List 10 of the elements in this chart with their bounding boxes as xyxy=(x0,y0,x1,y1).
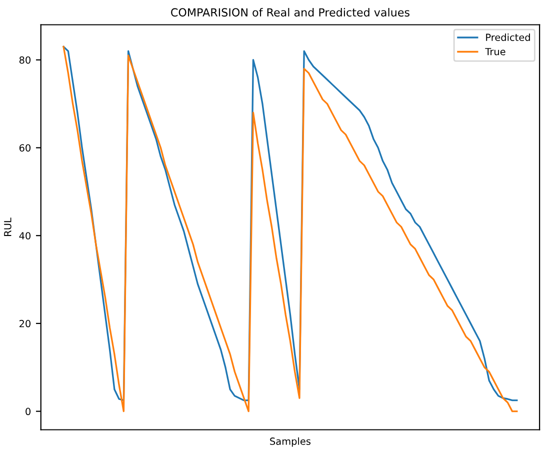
legend-label: True xyxy=(485,48,506,56)
y-axis-title: RUL xyxy=(4,218,12,236)
y-tick-label: 60 xyxy=(19,144,31,152)
x-axis-title: Samples xyxy=(270,437,310,447)
y-tick-label: 80 xyxy=(19,56,31,64)
y-tick-label: 0 xyxy=(26,408,31,416)
chart-title: COMPARISION of Real and Predicted values xyxy=(171,8,410,17)
y-tick-label: 40 xyxy=(19,232,31,240)
legend-label: Predicted xyxy=(486,34,530,42)
y-tick-label: 20 xyxy=(19,320,31,328)
